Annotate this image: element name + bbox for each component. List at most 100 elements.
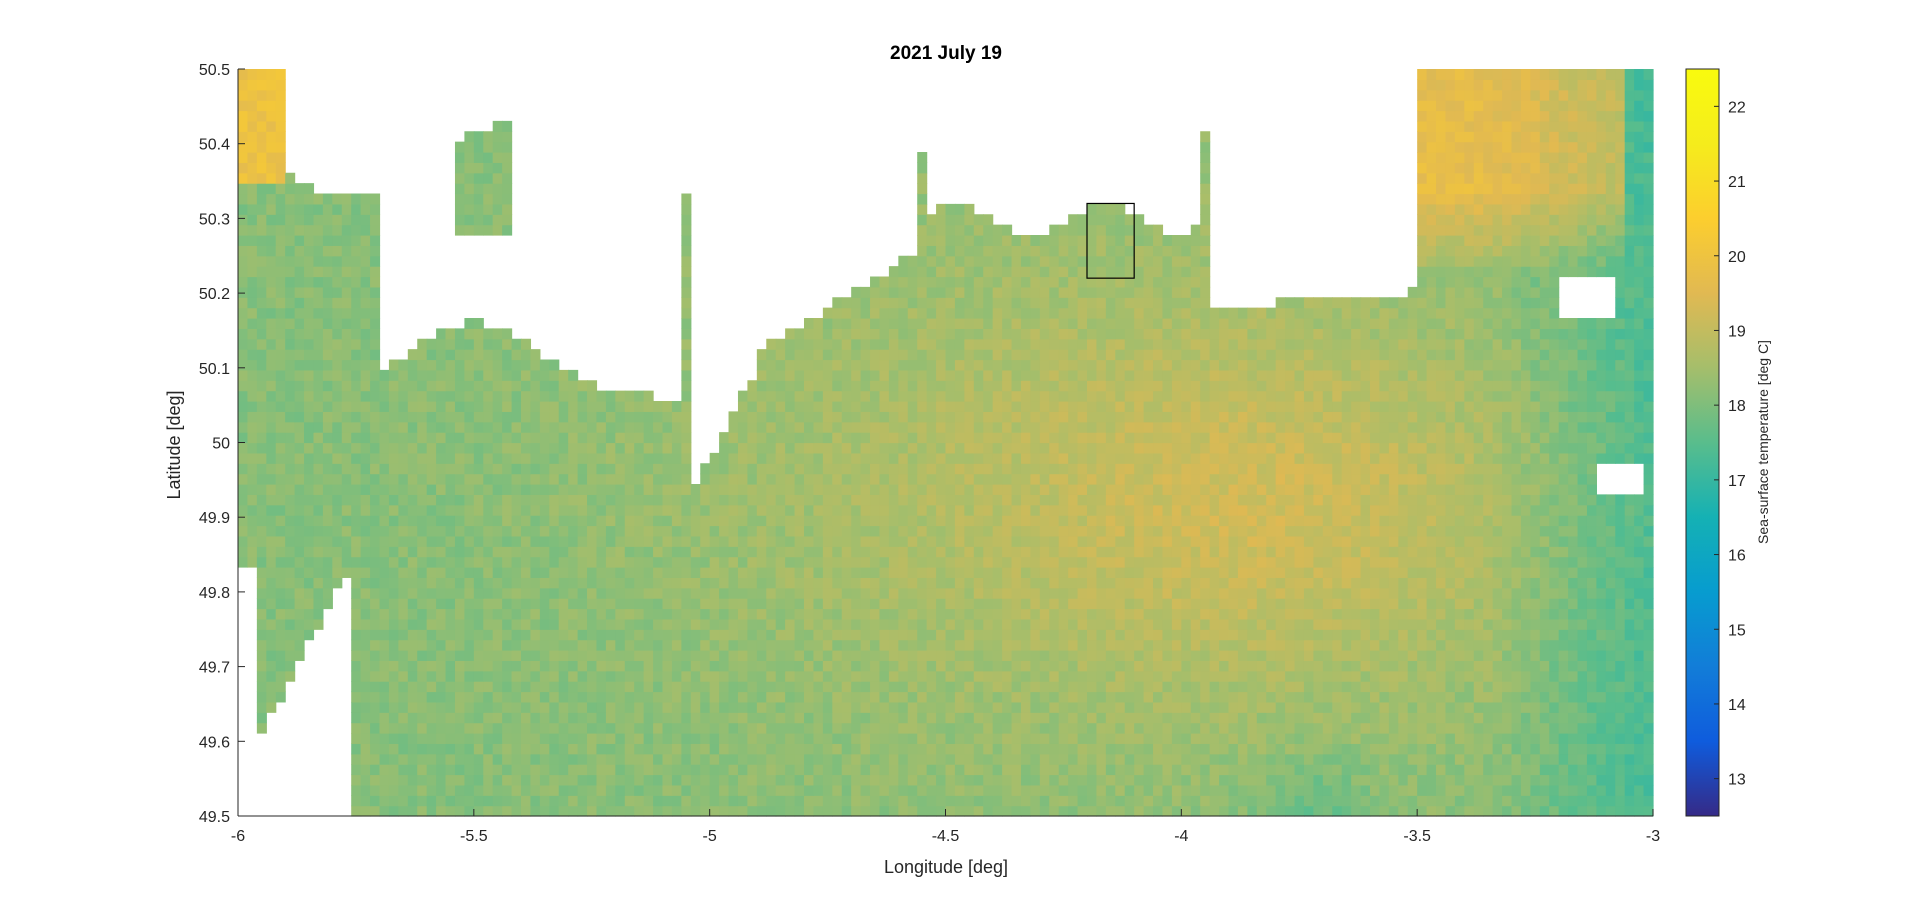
heatmap-cell [1379, 691, 1390, 703]
heatmap-cell [700, 639, 711, 651]
heatmap-cell [1058, 473, 1069, 485]
heatmap-cell [1634, 504, 1645, 516]
heatmap-cell [1313, 504, 1324, 516]
heatmap-cell [1247, 701, 1258, 713]
heatmap-cell [1615, 743, 1626, 755]
heatmap-cell [624, 774, 635, 786]
heatmap-cell [1520, 629, 1531, 641]
heatmap-cell [1077, 618, 1088, 630]
heatmap-cell [1388, 608, 1399, 620]
heatmap-cell [1549, 608, 1560, 620]
heatmap-cell [370, 743, 381, 755]
heatmap-cell [756, 618, 767, 630]
heatmap-cell [445, 764, 456, 776]
heatmap-cell [1341, 660, 1352, 672]
heatmap-cell [1454, 618, 1465, 630]
heatmap-cell [700, 681, 711, 693]
heatmap-cell [671, 618, 682, 630]
heatmap-cell [1502, 795, 1513, 807]
heatmap-cell [587, 722, 598, 734]
heatmap-cell [1181, 712, 1192, 724]
heatmap-cell [388, 587, 399, 599]
heatmap-cell [1105, 722, 1116, 734]
heatmap-cell [502, 473, 513, 485]
heatmap-cell [898, 712, 909, 724]
heatmap-cell [1370, 774, 1381, 786]
heatmap-cell [1247, 774, 1258, 786]
heatmap-cell [1464, 660, 1475, 672]
heatmap-cell [1209, 525, 1220, 537]
heatmap-cell [464, 681, 475, 693]
heatmap-cell [1388, 701, 1399, 713]
heatmap-cell [851, 764, 862, 776]
heatmap-cell [407, 452, 418, 464]
heatmap-cell [804, 484, 815, 495]
heatmap-cell [1143, 598, 1154, 610]
heatmap-cell [643, 473, 654, 485]
heatmap-cell [1087, 753, 1098, 765]
heatmap-cell [1586, 587, 1597, 599]
heatmap-cell [1643, 681, 1654, 693]
heatmap-cell [1181, 598, 1192, 610]
heatmap-cell [1332, 546, 1343, 558]
heatmap-cell [1549, 701, 1560, 713]
heatmap-cell [473, 774, 484, 786]
heatmap-cell [1445, 473, 1456, 485]
heatmap-cell [445, 805, 456, 817]
heatmap-cell [1464, 722, 1475, 734]
heatmap-cell [256, 473, 267, 485]
heatmap-cell [1190, 784, 1201, 796]
heatmap-cell [313, 577, 324, 589]
heatmap-cell [1096, 639, 1107, 651]
heatmap-cell [1134, 598, 1145, 610]
heatmap-cell [1483, 629, 1494, 641]
heatmap-cell [445, 587, 456, 599]
heatmap-cell [737, 650, 748, 661]
heatmap-cell [954, 701, 965, 713]
heatmap-cell [1605, 805, 1616, 817]
heatmap-cell [860, 774, 871, 786]
heatmap-cell [1577, 598, 1588, 610]
heatmap-cell [1247, 805, 1258, 817]
heatmap-cell [1011, 681, 1022, 693]
heatmap-cell [1171, 494, 1182, 506]
heatmap-cell [304, 567, 315, 578]
heatmap-cell [1558, 504, 1569, 516]
heatmap-cell [1634, 515, 1645, 527]
heatmap-cell [360, 722, 371, 734]
heatmap-cell [454, 691, 465, 703]
heatmap-cell [954, 691, 965, 703]
heatmap-cell [634, 618, 645, 630]
heatmap-cell [1002, 618, 1013, 630]
heatmap-cell [256, 670, 267, 682]
heatmap-cell [1586, 753, 1597, 765]
heatmap-cell [851, 452, 862, 464]
heatmap-cell [870, 691, 881, 703]
heatmap-cell [1351, 650, 1362, 661]
heatmap-cell [870, 681, 881, 693]
heatmap-cell [417, 681, 428, 693]
heatmap-cell [992, 753, 1003, 765]
heatmap-cell [502, 681, 513, 693]
heatmap-cell [926, 515, 937, 527]
heatmap-cell [454, 795, 465, 807]
heatmap-cell [1153, 650, 1164, 661]
heatmap-cell [671, 577, 682, 589]
heatmap-cell [1115, 681, 1126, 693]
heatmap-cell [426, 452, 437, 464]
heatmap-cell [370, 681, 381, 693]
heatmap-cell [964, 452, 975, 464]
heatmap-cell [907, 452, 918, 464]
heatmap-cell [587, 546, 598, 558]
heatmap-cell [964, 504, 975, 516]
heatmap-cell [1200, 608, 1211, 620]
heatmap-cell [794, 577, 805, 589]
heatmap-cell [1275, 722, 1286, 734]
heatmap-cell [1539, 712, 1550, 724]
heatmap-cell [1464, 743, 1475, 755]
heatmap-cell [1398, 535, 1409, 547]
heatmap-cell [813, 473, 824, 485]
heatmap-cell [1558, 525, 1569, 537]
heatmap-cell [747, 774, 758, 786]
heatmap-cell [1624, 546, 1635, 558]
